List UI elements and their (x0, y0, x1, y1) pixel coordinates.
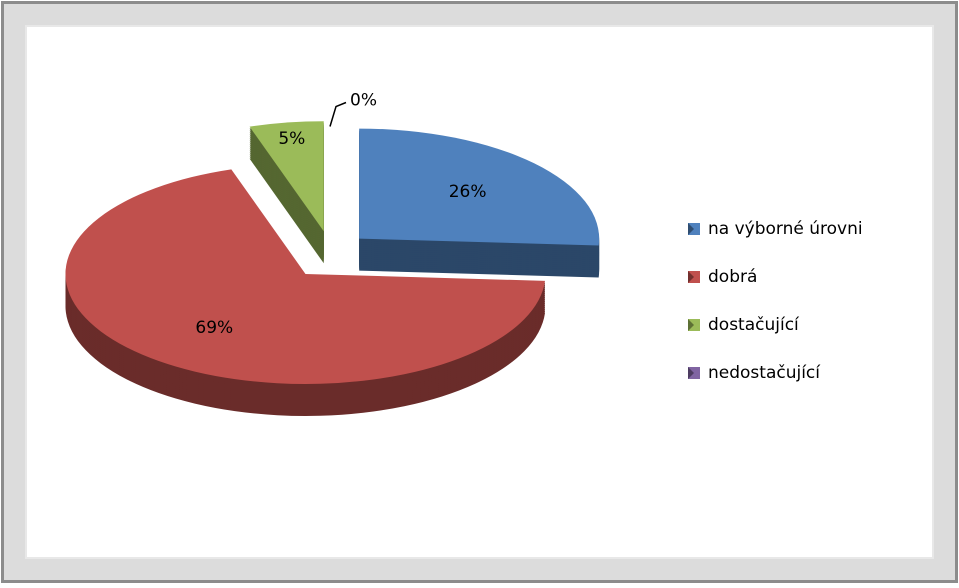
pie-slice (65, 169, 546, 384)
legend-label: dobrá (708, 267, 757, 287)
legend-swatch-shade (688, 271, 694, 283)
data-label: 0% (350, 91, 377, 111)
data-label: 69% (195, 318, 233, 338)
legend-label: dostačující (708, 315, 800, 335)
pie-slice (359, 128, 600, 246)
pie-slice (249, 121, 324, 232)
legend-label: na výborné úrovni (708, 219, 863, 239)
data-label: 5% (278, 129, 305, 149)
legend-label: nedostačující (708, 363, 821, 383)
legend-swatch-shade (688, 367, 694, 379)
leader-line (329, 101, 347, 127)
data-label: 26% (449, 182, 487, 202)
legend-swatch-shade (688, 319, 694, 331)
legend-swatch-shade (688, 223, 694, 235)
